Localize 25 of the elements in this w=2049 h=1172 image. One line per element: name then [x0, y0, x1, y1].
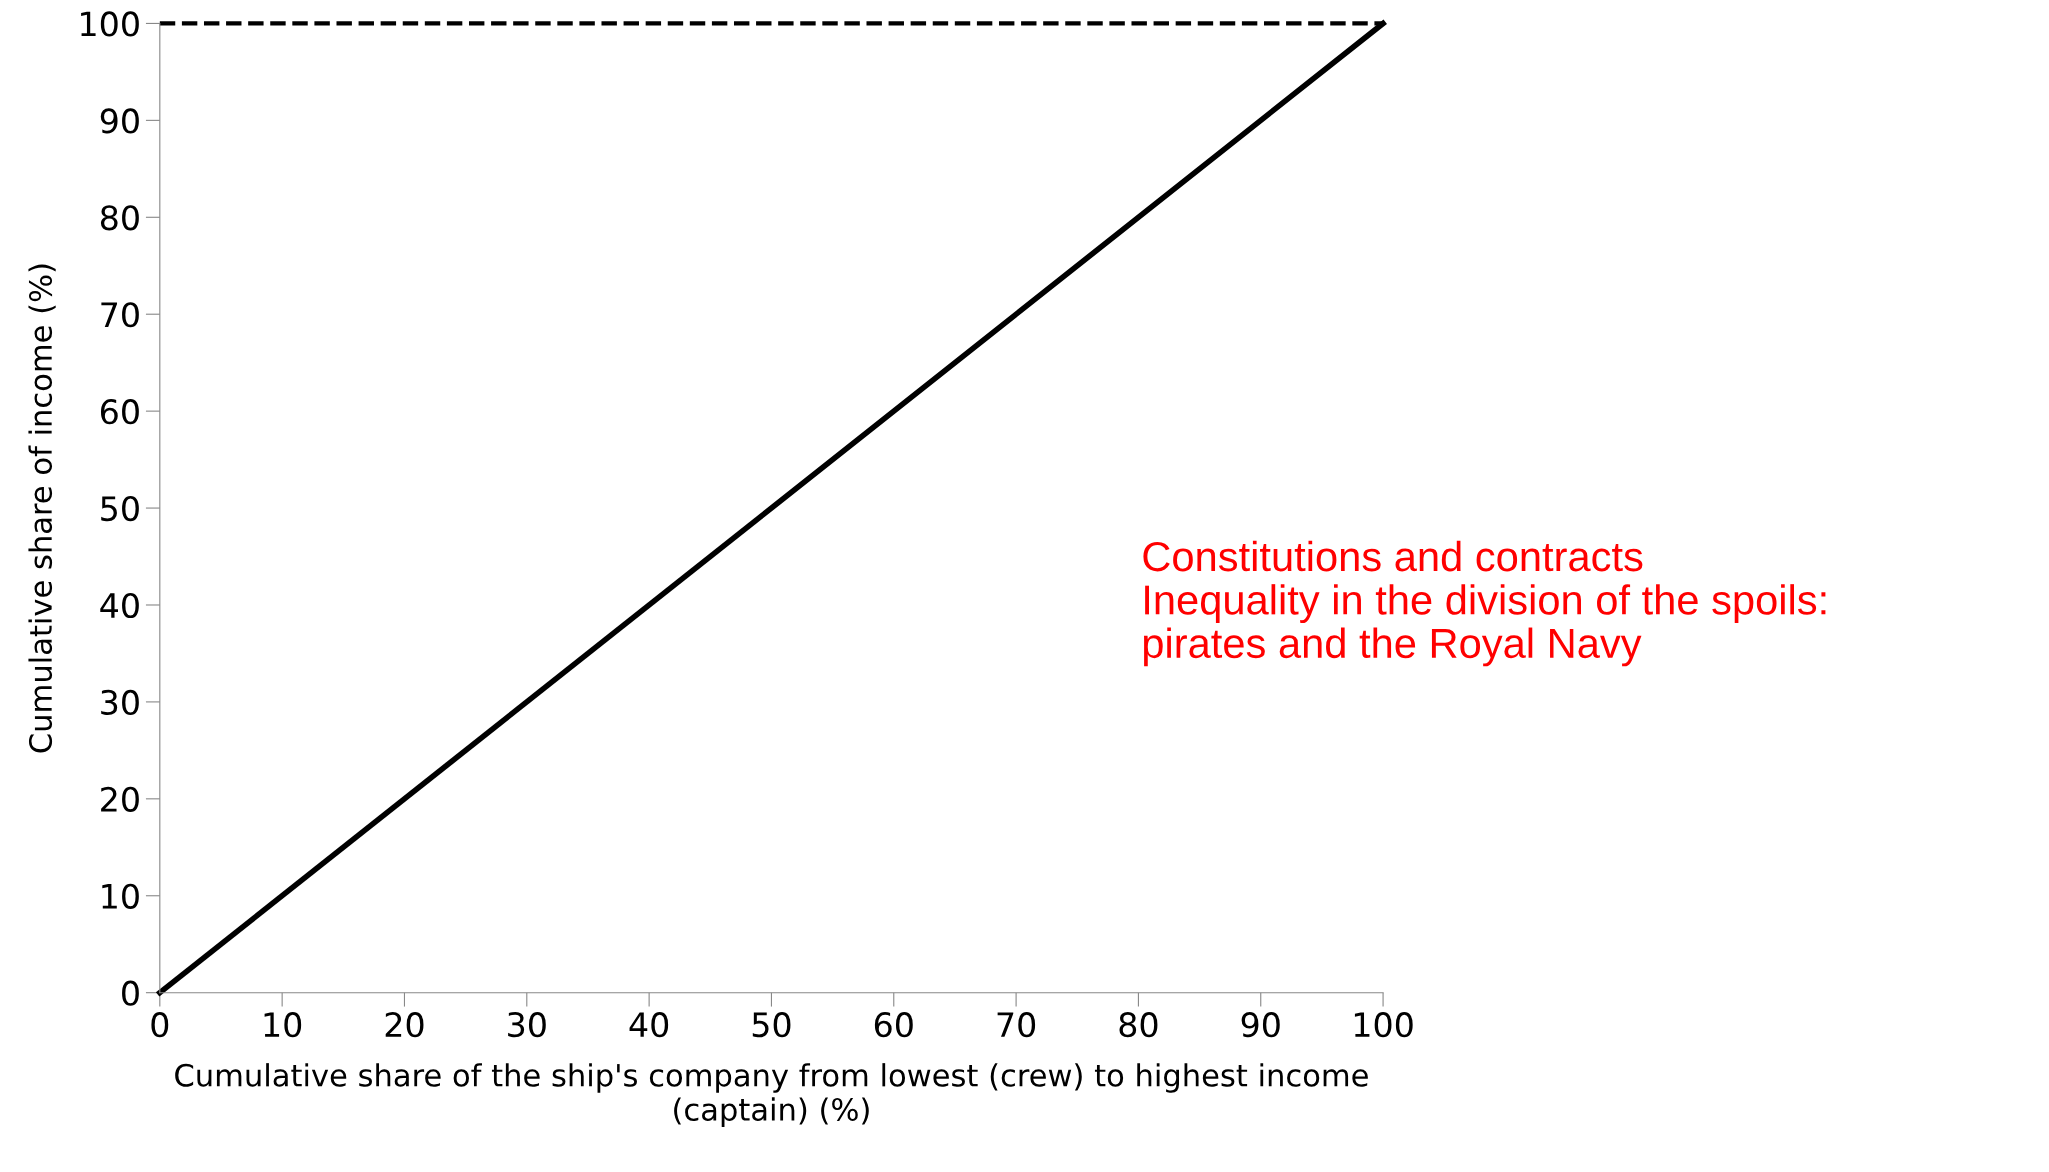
- y-tick-label: 80: [100, 205, 139, 231]
- x-tick-label: 80: [1119, 1012, 1158, 1038]
- y-tick-label: 20: [101, 786, 139, 812]
- y-tick-label: 30: [101, 689, 139, 716]
- y-tick-label: 50: [101, 495, 139, 522]
- x-tick-label: 40: [629, 1012, 669, 1038]
- y-tick-label: 70: [101, 302, 139, 328]
- y-tick-label: 40: [100, 592, 139, 619]
- x-tick-label: 100: [1354, 1012, 1413, 1038]
- x-tick-label: 60: [874, 1012, 913, 1038]
- y-axis-title: Cumulative share of income (%): [28, 264, 56, 753]
- x-tick-label: 70: [997, 1012, 1036, 1038]
- x-tick-label: 20: [385, 1012, 424, 1038]
- y-tick-label: 90: [100, 108, 139, 134]
- x-axis-title: Cumulative share of the ship's company from lowest (crew) to highest income (captain) (%): [175, 1063, 1368, 1127]
- y-tick-label: 0: [122, 980, 139, 1006]
- y-tick-label: 10: [102, 883, 139, 909]
- annotation: Constitutions and contracts Inequality in the division of the spoils: pirates and the Royal Navy: [1143, 540, 1826, 667]
- x-tick-label: 90: [1241, 1012, 1280, 1038]
- y-tick-label: 60: [100, 399, 139, 425]
- x-tick-label: 0: [151, 1012, 169, 1038]
- y-tick-label: 100: [81, 11, 139, 37]
- x-tick-label: 50: [752, 1012, 791, 1038]
- x-tick-label: 10: [264, 1012, 302, 1038]
- x-tick-label: 30: [508, 1012, 546, 1038]
